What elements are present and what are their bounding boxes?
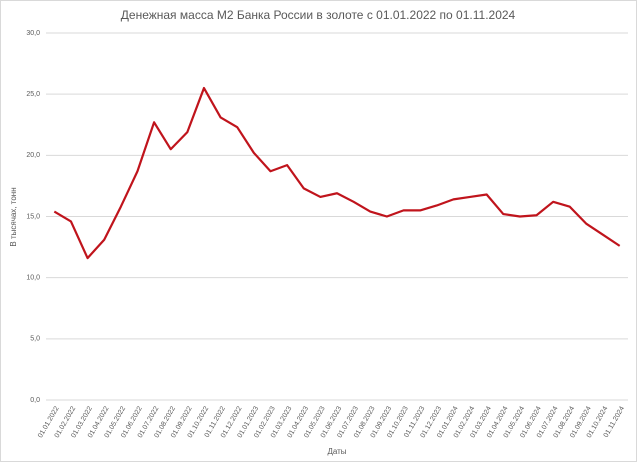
y-tick-label: 30,0	[26, 30, 40, 37]
chart-title: Денежная масса М2 Банка России в золоте …	[121, 8, 516, 22]
data-line	[53, 86, 621, 260]
y-tick-label: 5,0	[30, 336, 40, 343]
y-tick-label: 10,0	[26, 275, 40, 282]
y-tick-label: 25,0	[26, 91, 40, 98]
x-axis-label: Даты	[327, 447, 346, 456]
y-tick-label: 20,0	[26, 152, 40, 159]
y-tick-label: 15,0	[26, 213, 40, 220]
y-axis-label: В тысячах, тонн	[9, 187, 18, 246]
y-tick-label: 0,0	[30, 397, 40, 404]
